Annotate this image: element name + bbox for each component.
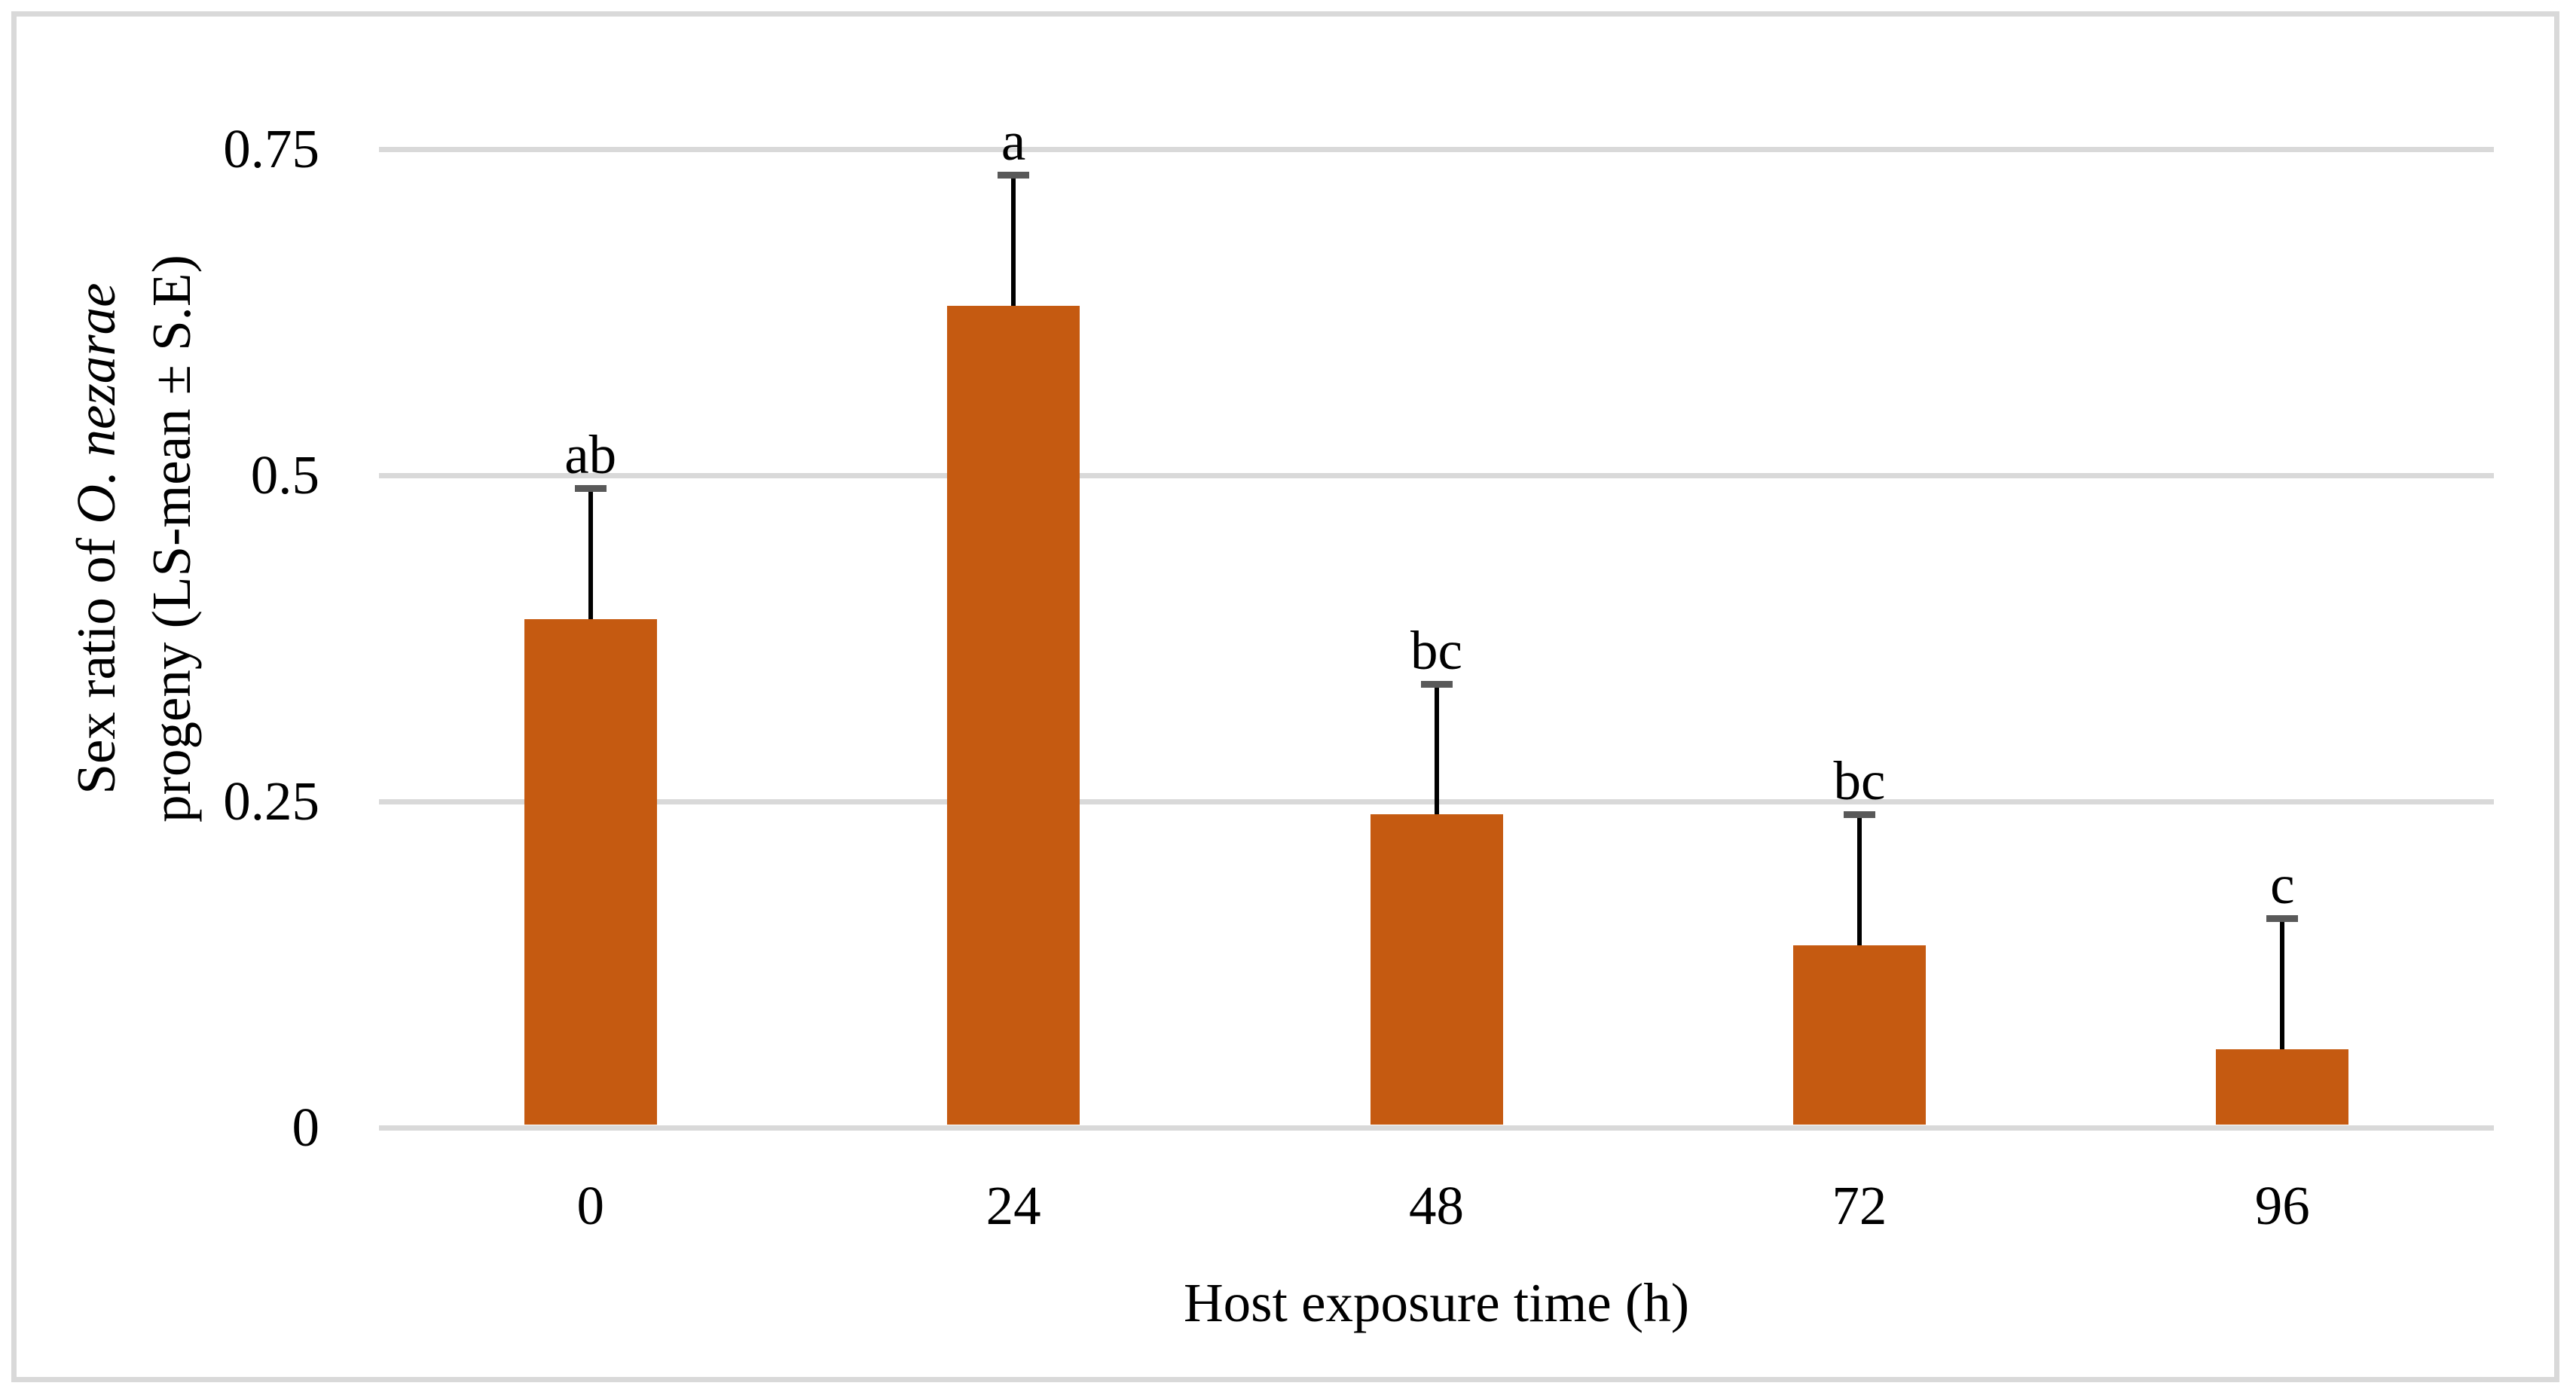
bar-0h bbox=[524, 618, 657, 1125]
y-tick-label: 0.25 bbox=[223, 771, 319, 832]
x-tick-label: 96 bbox=[2254, 1175, 2310, 1236]
gridline-0.5 bbox=[379, 472, 2494, 478]
bar-48h bbox=[1370, 814, 1503, 1125]
y-axis-title-text: Sex ratio of bbox=[66, 524, 127, 795]
x-tick-label: 72 bbox=[1832, 1175, 1887, 1236]
bar-96h bbox=[2216, 1049, 2349, 1125]
x-tick-label: 24 bbox=[985, 1175, 1041, 1236]
y-axis-title: Sex ratio of O. nezarae progeny (LS-mean… bbox=[59, 49, 209, 1028]
x-tick-label: 0 bbox=[576, 1175, 604, 1236]
y-axis-title-line1: Sex ratio of O. nezarae bbox=[59, 49, 134, 1028]
sig-letter: ab bbox=[564, 423, 617, 485]
error-whisker bbox=[588, 488, 593, 619]
gridline-0.75 bbox=[379, 146, 2494, 152]
gridline-0 bbox=[379, 1125, 2494, 1131]
x-axis-title: Host exposure time (h) bbox=[1183, 1272, 1690, 1333]
error-cap bbox=[1420, 680, 1453, 688]
sig-letter: a bbox=[1001, 111, 1026, 172]
error-cap bbox=[1843, 810, 1875, 818]
error-whisker bbox=[2280, 918, 2285, 1050]
error-whisker bbox=[1011, 175, 1016, 306]
species-name-italic: O. nezarae bbox=[66, 282, 127, 524]
error-cap bbox=[574, 484, 607, 492]
error-cap bbox=[998, 172, 1030, 179]
error-whisker bbox=[1434, 684, 1439, 815]
sig-letter: bc bbox=[1833, 749, 1886, 811]
error-whisker bbox=[1856, 814, 1862, 945]
x-tick-label: 48 bbox=[1409, 1175, 1464, 1236]
sig-letter: c bbox=[2270, 854, 2295, 916]
bar-24h bbox=[947, 305, 1080, 1125]
y-tick-label: 0.75 bbox=[223, 118, 319, 179]
error-cap bbox=[2266, 915, 2299, 923]
y-axis-title-line2: progeny (LS-mean ± S.E) bbox=[141, 255, 202, 823]
bar-72h bbox=[1792, 945, 1926, 1125]
sig-letter: bc bbox=[1410, 619, 1462, 681]
y-tick-label: 0.5 bbox=[250, 444, 319, 505]
y-tick-label: 0 bbox=[292, 1097, 320, 1158]
